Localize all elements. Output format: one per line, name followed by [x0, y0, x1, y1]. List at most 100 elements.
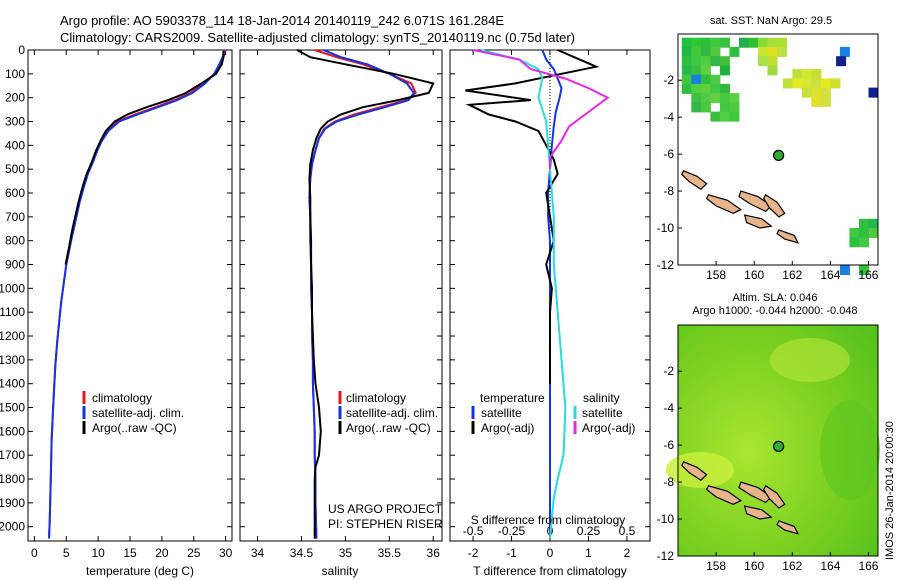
sst-cell [830, 78, 841, 89]
legend-salinity-title: salinity [583, 391, 620, 405]
sst-cell [691, 93, 702, 104]
x-tick-label: 35 [339, 546, 353, 560]
x-tick-label: 0 [31, 546, 38, 560]
island [743, 214, 773, 229]
legend-s-argo-label: Argo(-adj) [582, 421, 635, 435]
x-tick-label: 2 [624, 546, 631, 560]
x-tick-label: 10 [91, 546, 105, 560]
sst-map-background [678, 34, 878, 265]
sst-cell [729, 111, 740, 122]
sst-cell [729, 46, 740, 57]
top-tick-label: 0.25 [577, 524, 601, 538]
map-y-tick-label: -12 [657, 549, 675, 563]
argo-position-marker [772, 149, 785, 162]
salinity-legend: climatology satellite-adj. clim. Argo(..… [338, 391, 438, 435]
map-frame [677, 33, 879, 266]
sst-cell [739, 37, 749, 48]
difference-temperature-legend: temperature satellite Argo(-adj) [471, 391, 545, 435]
sst-cell [719, 93, 730, 104]
temperature-legend: climatology satellite-adj. clim. Argo(..… [82, 391, 184, 435]
y-tick-label: 800 [5, 234, 25, 248]
map-y-tick-label: -8 [663, 475, 674, 489]
x-tick-label: 15 [123, 546, 137, 560]
y-tick-label: 1500 [0, 401, 25, 415]
sst-cell [868, 228, 879, 238]
sst-cell [836, 56, 847, 67]
sst-cell [758, 46, 768, 57]
series-argo-raw-qc- [296, 49, 435, 539]
x-tick-label: 34.5 [290, 546, 314, 560]
map-y-tick-label: -6 [663, 147, 674, 161]
sst-map: 158 160 162 164 166 -2 -4 -6 -8 -10 -12 [657, 33, 879, 282]
sst-cell [811, 96, 822, 107]
island [681, 461, 708, 481]
y-tick-label: 1200 [0, 329, 25, 343]
header-line-1: Argo profile: AO 5903378_114 18-Jan-2014… [60, 13, 504, 28]
y-tick-label: 0 [18, 43, 25, 57]
y-tick-label: 300 [5, 115, 25, 129]
sst-cell [710, 37, 721, 48]
sst-cell [710, 56, 721, 67]
sst-cell [820, 96, 831, 107]
y-tick-label: 400 [5, 138, 25, 152]
sst-cell [700, 46, 711, 57]
sst-cell [801, 87, 812, 98]
sst-cell [700, 93, 711, 104]
island [738, 190, 773, 213]
map-y-tick-label: -4 [663, 110, 674, 124]
island [681, 170, 708, 190]
sst-cell [691, 83, 702, 94]
sst-cell [801, 69, 812, 80]
sst-cell [729, 102, 740, 113]
sst-cell [777, 46, 787, 57]
t-difference-xlabel: T difference from climatology [473, 564, 627, 578]
temperature-plot: 0 5 10 15 20 25 300100200300400500600700800900… [0, 43, 233, 560]
map-x-tick-label: 162 [782, 268, 802, 282]
sst-cell [719, 111, 730, 122]
sst-cell [767, 46, 778, 57]
sst-cell [710, 74, 721, 85]
x-tick-label: 25 [187, 546, 201, 560]
map-y-tick-label: -10 [657, 221, 675, 235]
series-salinity-satellite [480, 49, 567, 539]
map-x-tick-label: 162 [782, 559, 802, 573]
sst-cell [859, 237, 869, 248]
sst-map-title: sat. SST: NaN Argo: 29.5 [710, 15, 832, 27]
sst-cell [691, 37, 702, 48]
map-frame [677, 324, 879, 557]
y-tick-label: 1100 [0, 305, 25, 319]
sst-cell [859, 218, 869, 229]
sst-cell [681, 83, 692, 94]
sst-cell [710, 46, 721, 57]
legend-s-satellite-label: satellite [582, 406, 623, 420]
sst-cell [691, 46, 702, 57]
island [738, 481, 773, 504]
sla-map-title: Altim. SLA: 0.046 [733, 292, 818, 304]
y-tick-label: 500 [5, 162, 25, 176]
island [763, 484, 786, 509]
sst-cell [681, 56, 692, 67]
map-x-tick-label: 166 [858, 559, 878, 573]
y-tick-label: 1300 [0, 353, 25, 367]
x-tick-label: 35.5 [378, 546, 402, 560]
island [763, 193, 786, 218]
sst-cell [758, 56, 768, 67]
map-x-tick-label: 160 [744, 268, 764, 282]
sst-cell [719, 56, 730, 67]
sst-cell [710, 111, 721, 122]
sst-cell [700, 74, 711, 85]
series-climatology [48, 49, 226, 539]
legend-climatology-label: climatology [346, 391, 406, 405]
legend-argo-label: Argo(..raw -QC) [92, 421, 177, 435]
series-salinity-argo-adj- [472, 49, 610, 170]
sst-cell [691, 102, 702, 113]
legend-temperature-title: temperature [480, 391, 545, 405]
sst-cell [748, 37, 759, 48]
map-y-tick-label: -2 [663, 73, 674, 87]
salinity-plot-frame [239, 49, 443, 542]
y-tick-label: 1800 [0, 472, 25, 486]
s-difference-label: S difference from climatology [471, 513, 626, 527]
map-y-tick-label: -8 [663, 184, 674, 198]
y-tick-label: 100 [5, 67, 25, 81]
salinity-plot: 34 34.5 35 35.5 36 [240, 49, 442, 560]
